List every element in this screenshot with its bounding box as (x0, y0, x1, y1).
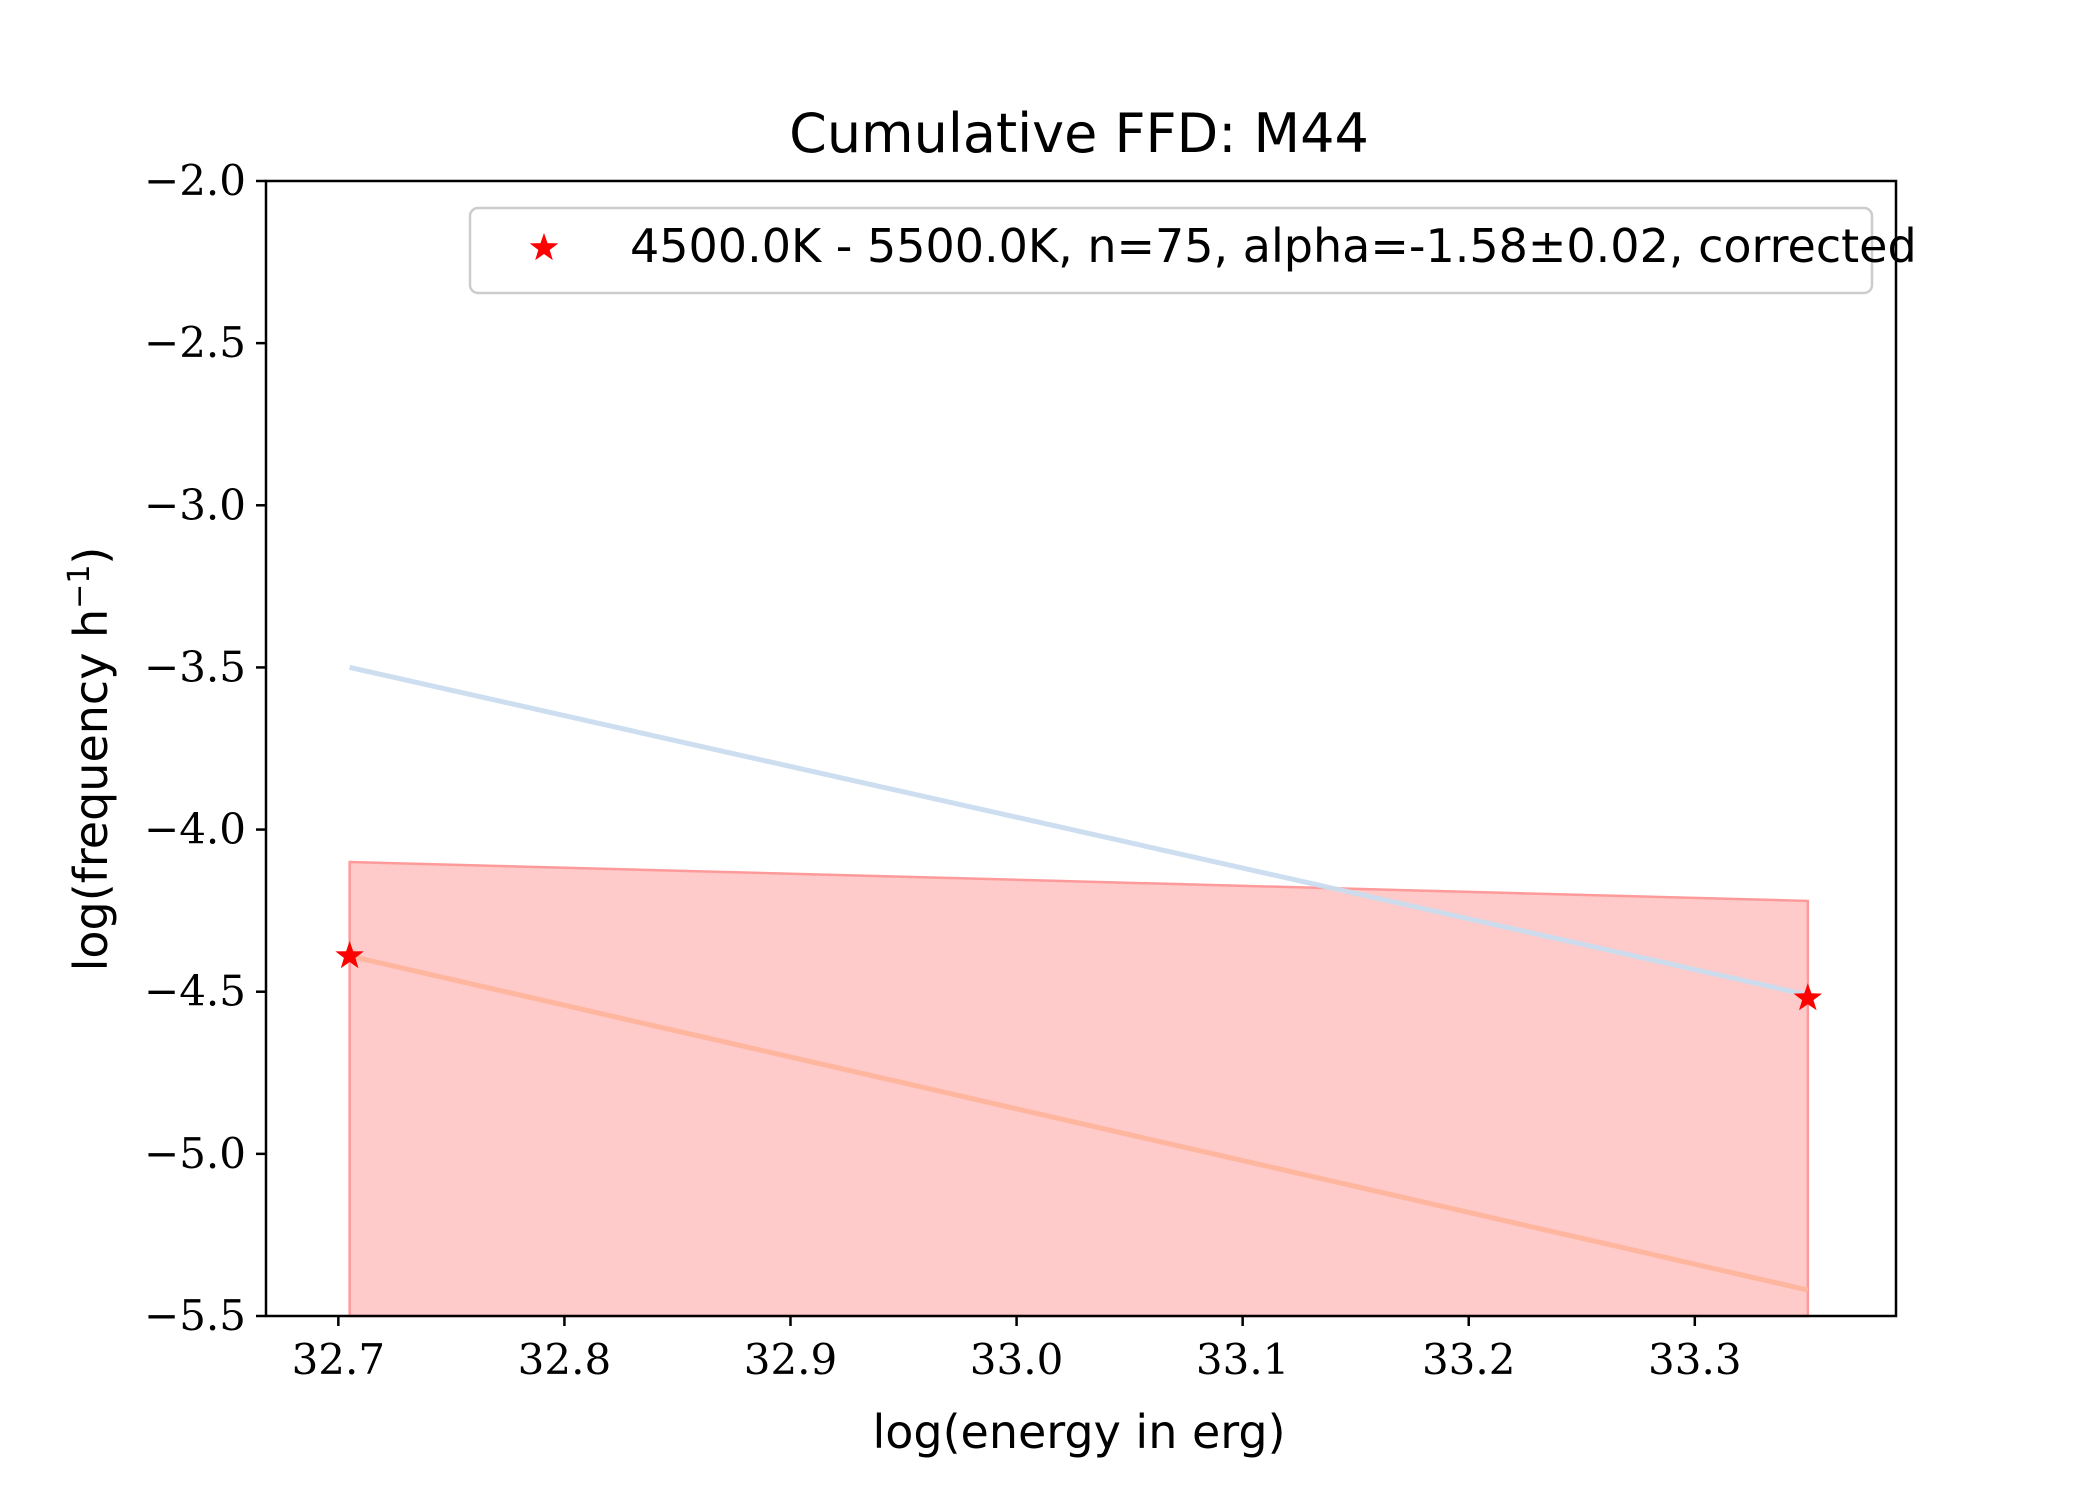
y-tick-label: −3.5 (144, 642, 246, 691)
fit-line-2 (349, 953, 1809, 1293)
confidence-band (348, 860, 1810, 1318)
y-tick-label: −2.5 (144, 318, 246, 367)
x-tick-label: 33.0 (970, 1335, 1064, 1384)
data-point-star (1793, 983, 1823, 1011)
fit-line-1 (349, 664, 1809, 998)
y-tick-label: −2.0 (144, 156, 246, 205)
y-tick-label: −5.5 (144, 1291, 246, 1340)
y-tick-label: −4.5 (144, 967, 246, 1016)
y-axis-label-close: ) (64, 547, 118, 565)
legend-star-marker-icon (529, 233, 559, 261)
data-point-star (335, 941, 364, 969)
y-axis-label: log(frequency h−1) (62, 547, 118, 972)
x-tick-label: 32.8 (518, 1335, 612, 1384)
plot-area-frame (264, 179, 1898, 1318)
x-tick-label: 32.9 (744, 1335, 838, 1384)
legend-box (468, 206, 1874, 295)
x-axis-label: log(energy in erg) (872, 1405, 1285, 1459)
y-tick-label: −3.0 (144, 480, 246, 529)
x-tick-label: 32.7 (292, 1335, 386, 1384)
data-markers-layer (335, 941, 1823, 1011)
legend-entry-label: 4500.0K - 5500.0K, n=75, alpha=-1.58±0.0… (630, 219, 1917, 273)
x-axis-ticks: 32.7 32.8 32.9 33.0 33.1 33.2 33.3 (292, 1316, 1742, 1384)
y-axis-ticks: −2.0 −2.5 −3.0 −3.5 −4.0 −4.5 −5.0 −5.5 (144, 156, 266, 1340)
y-tick-label: −5.0 (144, 1129, 246, 1178)
fit-lines-layer (349, 664, 1809, 1293)
y-axis-label-main: log(frequency h (64, 609, 118, 972)
chart-title: Cumulative FFD: M44 (789, 102, 1369, 165)
y-axis-label-exponent: −1 (62, 565, 97, 609)
y-tick-label: −4.0 (144, 805, 246, 854)
x-tick-label: 33.1 (1196, 1335, 1290, 1384)
confidence-band-layer (348, 860, 1810, 1318)
x-tick-label: 33.2 (1422, 1335, 1516, 1384)
x-tick-label: 33.3 (1648, 1335, 1742, 1384)
legend: 4500.0K - 5500.0K, n=75, alpha=-1.58±0.0… (468, 206, 1917, 295)
